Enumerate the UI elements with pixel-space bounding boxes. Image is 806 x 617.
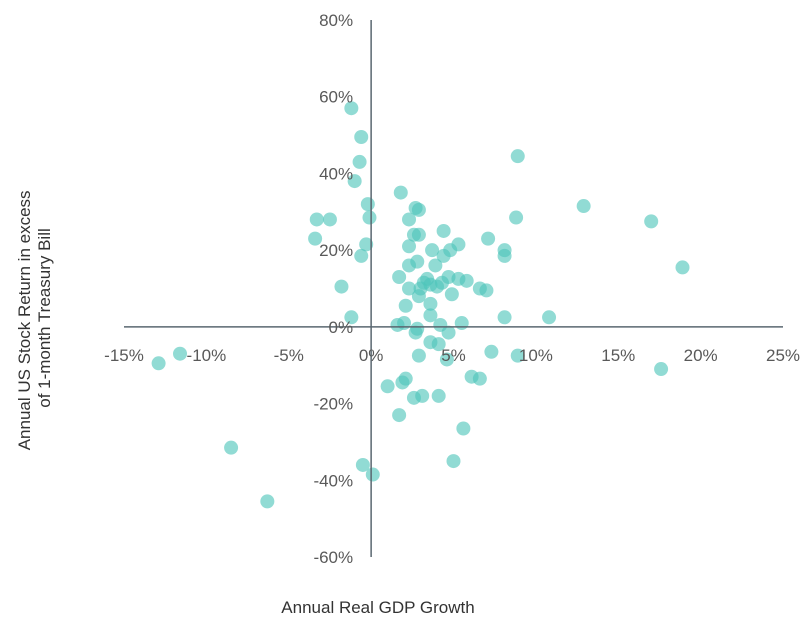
x-tick-label: 20% <box>684 346 718 365</box>
data-point-86 <box>365 467 380 482</box>
y-tick-label: 60% <box>319 88 353 107</box>
data-point-56 <box>542 310 557 325</box>
data-point-43 <box>402 281 417 296</box>
data-point-65 <box>431 337 446 352</box>
data-point-87 <box>260 494 275 509</box>
data-point-50 <box>444 287 459 302</box>
data-point-53 <box>344 310 359 325</box>
data-point-14 <box>402 212 417 227</box>
x-tick-label: 25% <box>766 346 800 365</box>
data-point-5 <box>347 174 362 189</box>
data-point-77 <box>380 379 395 394</box>
data-point-3 <box>352 154 367 169</box>
data-point-11 <box>309 212 324 227</box>
y-tick-label: -60% <box>313 548 353 567</box>
y-tick-label: 0% <box>329 318 354 337</box>
data-point-62 <box>408 325 423 340</box>
data-point-70 <box>151 356 166 371</box>
data-point-1 <box>344 101 359 116</box>
y-tick-label: 80% <box>319 11 353 30</box>
data-point-2 <box>354 129 369 144</box>
data-point-19 <box>411 227 426 242</box>
data-point-32 <box>410 254 425 269</box>
x-tick-label: 5% <box>441 346 466 365</box>
data-point-51 <box>398 298 413 313</box>
x-tick-label: 15% <box>601 346 635 365</box>
data-point-16 <box>644 214 659 229</box>
x-tick-label: -15% <box>104 346 144 365</box>
data-point-52 <box>423 296 438 311</box>
data-point-84 <box>355 457 370 472</box>
y-axis-title-line-1: Annual US Stock Return in excess <box>15 190 34 450</box>
y-tick-label: -20% <box>313 395 353 414</box>
data-point-10 <box>411 202 426 217</box>
x-tick-label: 10% <box>519 346 553 365</box>
data-point-23 <box>402 239 417 254</box>
data-point-85 <box>446 454 461 469</box>
data-point-34 <box>675 260 690 275</box>
data-point-28 <box>436 248 451 263</box>
x-tick-labels: -15% -10% -5% 0% 5% 10% 15% 20% 25% <box>104 346 800 365</box>
data-point-71 <box>173 346 188 361</box>
data-point-68 <box>484 344 499 359</box>
data-point-20 <box>308 231 323 246</box>
data-point-74 <box>472 371 487 386</box>
y-tick-label: 20% <box>319 241 353 260</box>
data-point-39 <box>459 273 474 288</box>
x-tick-label: -5% <box>274 346 304 365</box>
data-point-29 <box>354 248 369 263</box>
x-axis-title: Annual Real GDP Growth <box>281 598 474 617</box>
data-point-22 <box>359 237 374 252</box>
data-point-4 <box>510 149 525 164</box>
data-point-49 <box>411 289 426 304</box>
data-point-21 <box>481 231 496 246</box>
data-point-72 <box>654 362 669 377</box>
data-point-35 <box>392 269 407 284</box>
data-point-8 <box>576 199 591 214</box>
data-point-58 <box>397 316 412 331</box>
data-point-79 <box>415 388 430 403</box>
data-point-67 <box>439 352 454 367</box>
data-point-61 <box>454 316 469 331</box>
y-axis-title: Annual US Stock Return in excess of 1-mo… <box>15 186 54 451</box>
data-point-82 <box>456 421 471 436</box>
data-point-63 <box>441 325 456 340</box>
data-point-15 <box>509 210 524 225</box>
data-point-25 <box>425 243 440 258</box>
y-tick-label: 40% <box>319 164 353 183</box>
data-point-7 <box>360 197 375 212</box>
data-point-80 <box>431 388 446 403</box>
data-point-48 <box>334 279 349 294</box>
data-point-66 <box>411 348 426 363</box>
data-point-81 <box>392 408 407 423</box>
data-point-17 <box>436 223 451 238</box>
data-points <box>151 101 690 509</box>
data-point-6 <box>393 185 408 200</box>
data-point-54 <box>423 308 438 323</box>
data-point-45 <box>430 279 445 294</box>
y-axis-title-line-2: of 1-month Treasury Bill <box>35 228 54 408</box>
x-tick-label: 0% <box>359 346 384 365</box>
data-point-47 <box>479 283 494 298</box>
data-point-12 <box>322 212 337 227</box>
x-tick-label: -10% <box>187 346 227 365</box>
data-point-69 <box>510 348 525 363</box>
y-tick-labels: 80% 60% 40% 20% 0% -20% -40% -60% <box>313 11 353 567</box>
data-point-83 <box>224 440 239 455</box>
data-point-76 <box>395 375 410 390</box>
data-point-13 <box>362 210 377 225</box>
data-point-30 <box>497 248 512 263</box>
data-point-55 <box>497 310 512 325</box>
data-point-33 <box>428 258 443 273</box>
y-tick-label: -40% <box>313 471 353 490</box>
